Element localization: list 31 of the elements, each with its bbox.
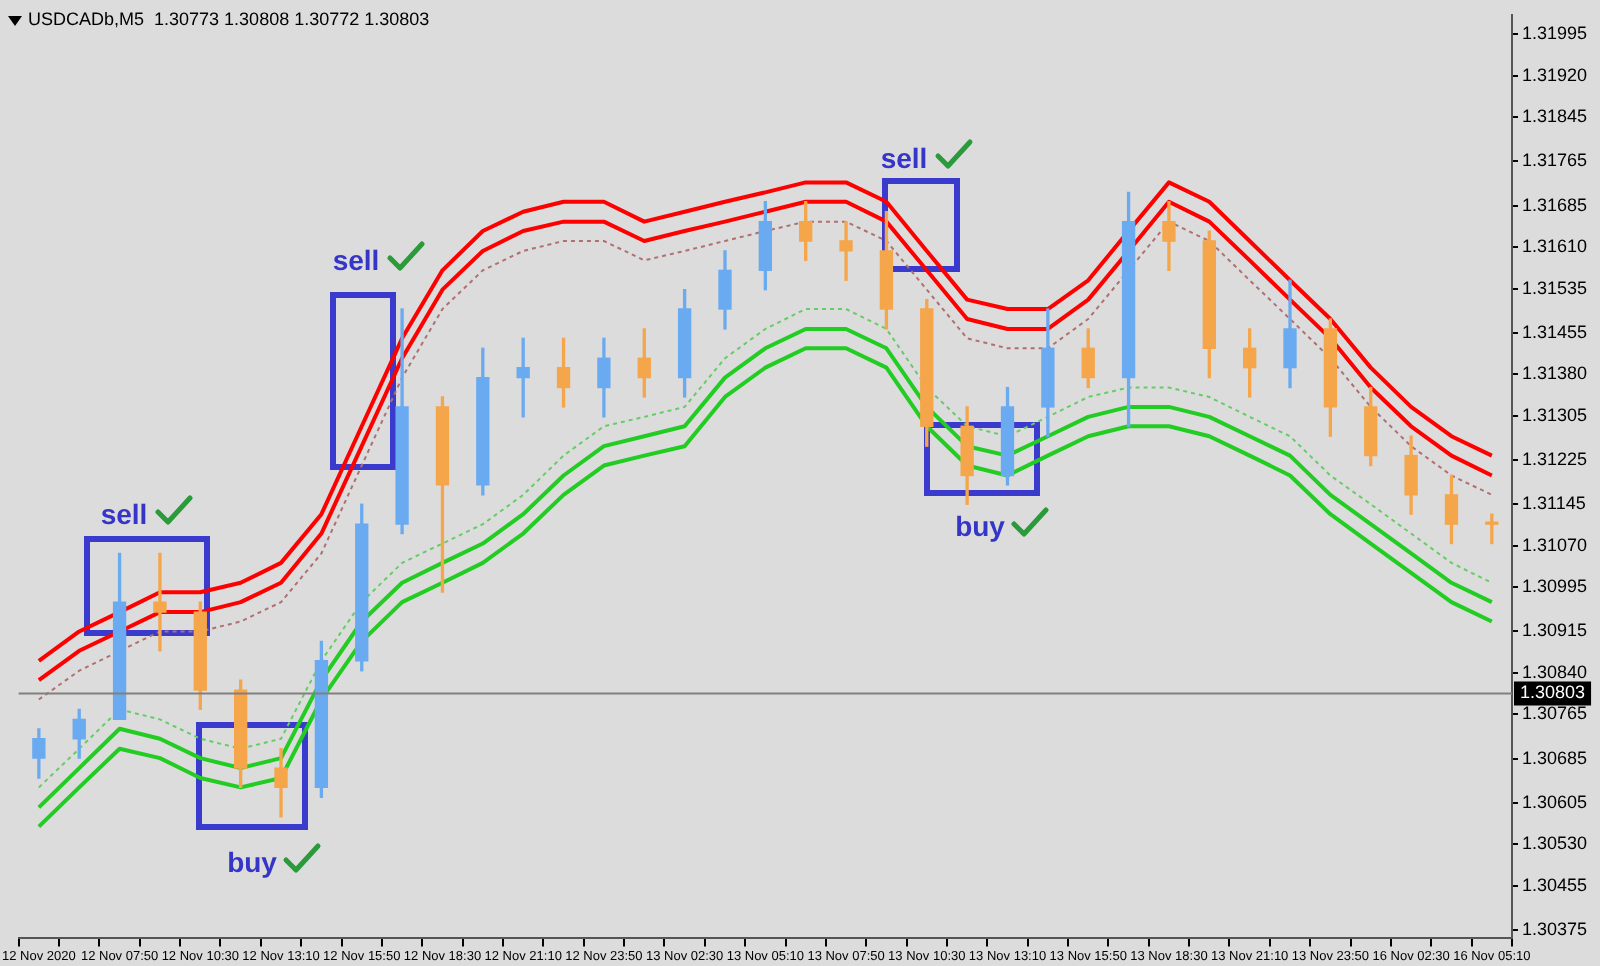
annotation: buy [227, 845, 278, 878]
y-tick-label: 1.30455 [1522, 874, 1588, 895]
y-tick-label: 1.31995 [1522, 23, 1588, 44]
chart-title: USDCADb,M5 1.30773 1.30808 1.30772 1.30803 [28, 8, 430, 29]
y-tick-label: 1.31610 [1522, 236, 1588, 257]
y-tick-label: 1.31920 [1522, 64, 1588, 85]
y-tick-label: 1.31455 [1522, 321, 1588, 342]
y-tick-label: 1.30915 [1522, 620, 1588, 641]
y-tick-label: 1.31685 [1522, 194, 1588, 215]
y-tick-label: 1.30840 [1522, 661, 1588, 682]
annotation: sell [880, 141, 928, 174]
y-tick-label: 1.31380 [1522, 363, 1588, 384]
annotation: buy [955, 509, 1006, 542]
y-tick-label: 1.31535 [1522, 277, 1588, 298]
y-tick-label: 1.31070 [1522, 534, 1588, 555]
candlestick [153, 552, 167, 652]
y-tick-label: 1.30530 [1522, 833, 1588, 854]
y-tick-label: 1.31765 [1522, 150, 1588, 171]
y-tick-label: 1.30605 [1522, 791, 1588, 812]
y-tick-label: 1.31145 [1522, 493, 1586, 514]
y-tick-label: 1.30765 [1522, 703, 1588, 724]
y-tick-label: 1.31305 [1522, 404, 1588, 425]
y-tick-label: 1.31845 [1522, 106, 1588, 127]
candlestick [839, 220, 853, 281]
y-tick-label: 1.31225 [1522, 448, 1588, 469]
annotation: sell [100, 497, 148, 530]
y-tick-label: 1.30995 [1522, 576, 1588, 597]
y-tick-label: 1.30685 [1522, 747, 1588, 768]
annotation: sell [332, 243, 380, 276]
y-tick-label: 1.30375 [1522, 919, 1588, 940]
ref-line-label: 1.30803 [1520, 682, 1586, 703]
